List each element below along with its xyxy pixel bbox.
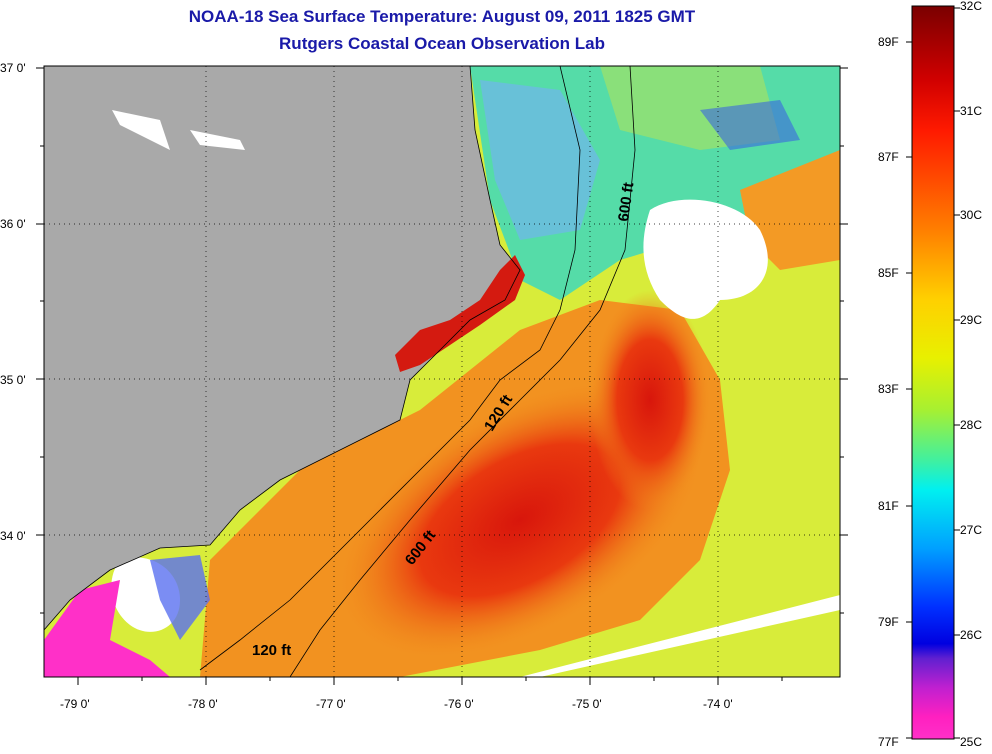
lon-label-75: -75 0'	[572, 697, 602, 711]
map-frame	[43, 65, 841, 678]
colorbar-label-77f: 77F	[878, 735, 899, 749]
land-mass	[44, 66, 520, 630]
colorbar-label-28c: 28C	[960, 418, 983, 432]
map-subtitle: Rutgers Coastal Ocean Observation Lab	[279, 34, 605, 53]
colorbar-label-85f: 85F	[878, 266, 899, 280]
isobath-600ft	[289, 66, 636, 677]
map-title: NOAA-18 Sea Surface Temperature: August …	[188, 7, 696, 26]
colorbar-label-31c: 31C	[960, 104, 983, 118]
lon-label-76: -76 0'	[444, 697, 474, 711]
isobath-120ft	[199, 66, 581, 671]
colorbar-label-30c: 30C	[960, 208, 983, 222]
colorbar-label-83f: 83F	[878, 382, 899, 396]
coastline	[44, 66, 521, 631]
lat-label-35: 35 0'	[0, 373, 26, 387]
colorbar-label-29c: 29C	[960, 313, 983, 327]
colorbar-label-32c: 32C	[960, 0, 983, 13]
colorbar-label-87f: 87F	[878, 150, 899, 164]
colorbar-label-89f: 89F	[878, 35, 899, 49]
lon-label-77: -77 0'	[316, 697, 346, 711]
isobath-label-120ft-lower: 120 ft	[252, 642, 291, 659]
colorbar-label-27c: 27C	[960, 523, 983, 537]
isobath-label-600ft-upper: 600 ft	[615, 181, 637, 222]
lon-label-79: -79 0'	[60, 697, 90, 711]
lat-label-36: 36 0'	[0, 217, 26, 231]
graticule	[44, 66, 840, 677]
colorbar-label-25c: 25C	[960, 735, 983, 749]
lat-label-34: 34 0'	[0, 529, 26, 543]
pamlico-sound	[395, 255, 525, 372]
colorbar	[911, 5, 955, 740]
lat-label-37: 37 0'	[0, 61, 26, 75]
cloud-cover	[643, 199, 768, 319]
lon-label-78: -78 0'	[188, 697, 218, 711]
colorbar-label-26c: 26C	[960, 628, 983, 642]
lon-label-74: -74 0'	[703, 697, 733, 711]
colorbar-label-81f: 81F	[878, 499, 899, 513]
colorbar-label-79f: 79F	[878, 615, 899, 629]
